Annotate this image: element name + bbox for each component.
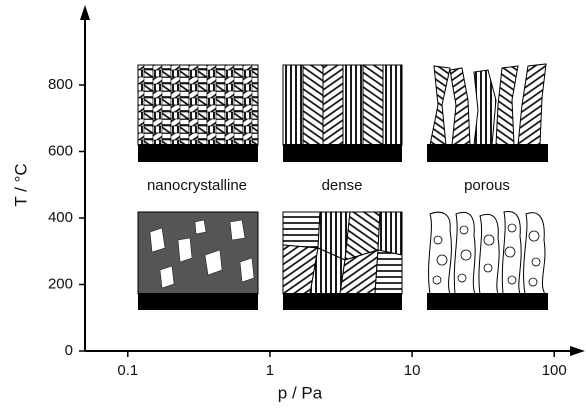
x-tick-label: 100: [542, 362, 567, 379]
x-tick-label: 1: [266, 362, 274, 379]
y-axis-arrow: [80, 5, 90, 20]
y-tick-label: 200: [48, 275, 73, 292]
y-tick-label: 600: [48, 142, 73, 159]
zone-label: nanocrystalline: [147, 177, 247, 194]
x-tick-label: 0.1: [117, 362, 138, 379]
y-tick-label: 0: [65, 342, 73, 359]
microstructure-panels: [137, 63, 548, 310]
zone-label: porous: [464, 177, 510, 194]
y-tick-label: 400: [48, 209, 73, 226]
zone-label: dense: [322, 177, 363, 194]
x-tick-label: 10: [404, 362, 421, 379]
y-axis-label: T / °C: [11, 163, 30, 206]
x-axis-arrow: [570, 346, 585, 356]
x-axis-label: p / Pa: [278, 383, 323, 402]
y-tick-label: 800: [48, 76, 73, 93]
